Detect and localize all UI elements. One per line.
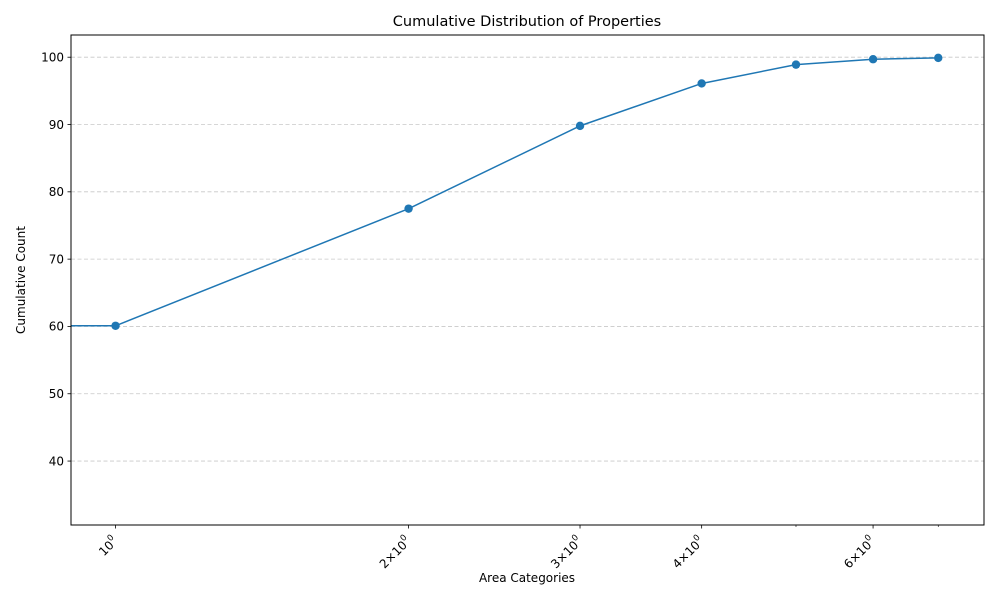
data-point [111, 321, 120, 330]
data-point [868, 55, 878, 64]
x-tick-label-exponent: 0 [692, 533, 703, 544]
y-tick-label: 100 [41, 51, 64, 65]
data-point [934, 53, 943, 63]
series-line [71, 57, 939, 327]
y-tick-label: 40 [49, 454, 64, 468]
data-point [575, 121, 585, 131]
y-axis-title: Cumulative Count [14, 226, 28, 334]
data-point [697, 79, 706, 88]
data-point [404, 204, 413, 213]
y-tick-label: 70 [49, 252, 64, 266]
x-tick-label-exponent: 0 [399, 533, 410, 544]
y-tick-label: 80 [49, 185, 64, 199]
chart-title: Cumulative Distribution of Properties [393, 14, 661, 30]
data-point [791, 60, 801, 69]
series-layer [71, 53, 943, 330]
y-axis: 40 50 60 70 80 90 100 [41, 51, 71, 468]
x-tick-label-exponent: 0 [106, 533, 117, 544]
y-tick-label: 50 [49, 387, 64, 401]
plot-frame [70, 34, 985, 526]
x-axis-title: Area Categories [479, 571, 575, 585]
x-tick-label-exponent: 0 [863, 533, 874, 544]
y-tick-label: 90 [49, 118, 64, 132]
x-tick-label-exponent: 0 [570, 533, 581, 544]
gridlines [71, 56, 984, 462]
y-tick-label: 60 [49, 320, 64, 334]
